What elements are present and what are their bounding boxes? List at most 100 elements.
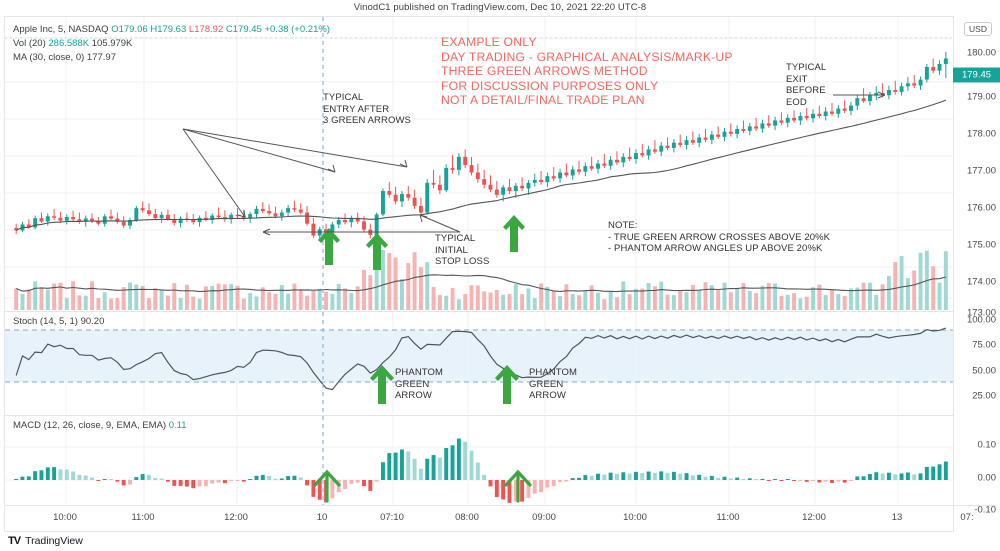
volume-bar bbox=[766, 283, 771, 310]
time-tick: 13 bbox=[891, 512, 903, 523]
macd-bar bbox=[570, 478, 575, 480]
candle-body bbox=[482, 179, 487, 185]
macd-bar bbox=[823, 480, 828, 482]
price-gridlines bbox=[5, 17, 954, 310]
volume-bar bbox=[115, 297, 120, 310]
candle-body bbox=[855, 98, 860, 106]
candle-body bbox=[874, 92, 879, 96]
macd-bar bbox=[886, 472, 891, 480]
stoch-gridlines bbox=[65, 312, 899, 414]
candle-body bbox=[849, 105, 853, 111]
macd-bar bbox=[798, 480, 803, 481]
macd-bar bbox=[210, 480, 215, 484]
candle-body bbox=[804, 116, 809, 119]
macd-bar bbox=[539, 480, 544, 493]
volume-bar bbox=[324, 291, 329, 310]
candle-body bbox=[159, 214, 164, 219]
candle-body bbox=[406, 194, 411, 198]
macd-bar bbox=[172, 480, 177, 486]
volume-bar bbox=[804, 296, 809, 310]
volume-bar bbox=[905, 278, 910, 310]
candle-body bbox=[109, 216, 113, 219]
candle-body bbox=[615, 159, 619, 163]
volume-bar bbox=[165, 295, 170, 310]
entry-leader-b bbox=[182, 128, 408, 168]
macd-bar bbox=[551, 480, 556, 487]
candle-body bbox=[899, 86, 904, 92]
candle-body bbox=[659, 145, 664, 152]
volume-bar bbox=[849, 288, 853, 310]
macd-bar bbox=[343, 480, 347, 490]
macd-bar bbox=[425, 458, 430, 480]
macd-bar bbox=[747, 478, 752, 480]
volume-bar bbox=[501, 294, 506, 310]
candle-body bbox=[905, 83, 910, 87]
volume-bar bbox=[83, 295, 88, 310]
candle-body bbox=[260, 208, 265, 212]
price-tick: 173.00 bbox=[966, 307, 996, 319]
macd-bar bbox=[109, 479, 113, 480]
price-pane[interactable] bbox=[5, 17, 954, 310]
price-svg bbox=[5, 17, 954, 310]
candle-body bbox=[728, 131, 733, 134]
macd-bar bbox=[381, 462, 385, 480]
price-tick: 174.00 bbox=[966, 276, 996, 288]
volume-bar bbox=[431, 286, 436, 310]
volume-bar bbox=[640, 288, 645, 310]
macd-bar bbox=[741, 479, 746, 480]
candle-body bbox=[583, 166, 588, 172]
macd-bar bbox=[526, 480, 531, 499]
macd-bar bbox=[564, 480, 569, 482]
volume-bar bbox=[615, 297, 619, 310]
candle-body bbox=[640, 153, 645, 156]
macd-bar bbox=[197, 480, 202, 487]
macd-bar bbox=[399, 449, 404, 480]
volume-bar bbox=[678, 290, 683, 310]
candle-body bbox=[646, 149, 651, 156]
volume-bar bbox=[520, 294, 525, 310]
footer-logo[interactable]: TV TradingView bbox=[8, 535, 83, 547]
macd-bar bbox=[317, 480, 322, 500]
macd-pane[interactable] bbox=[5, 415, 954, 505]
macd-bar bbox=[191, 480, 196, 489]
volume-bar bbox=[488, 292, 493, 310]
volume-bar bbox=[64, 297, 69, 310]
candle-body bbox=[381, 191, 385, 215]
macd-bar bbox=[842, 480, 847, 483]
volume-bar bbox=[621, 281, 626, 310]
macd-bar bbox=[229, 480, 234, 482]
green-arrow-1 bbox=[318, 228, 340, 265]
currency-badge[interactable]: USD bbox=[964, 22, 992, 36]
volume-bar bbox=[102, 292, 107, 310]
disclaimer-annotation: EXAMPLE ONLY DAY TRADING - GRAPHICAL ANA… bbox=[441, 35, 733, 108]
candle-body bbox=[305, 212, 310, 224]
macd-bar bbox=[469, 450, 474, 480]
stochastic-pane[interactable] bbox=[5, 311, 954, 414]
candle-body bbox=[102, 216, 107, 224]
macd-bar bbox=[134, 477, 139, 480]
candle-body bbox=[134, 208, 139, 220]
entry-leader-c bbox=[182, 128, 246, 218]
volume-bar bbox=[279, 284, 284, 310]
volume-bar bbox=[71, 281, 76, 310]
candle-body bbox=[918, 79, 923, 86]
time-axis[interactable]: 10:00 11:00 12:00 10 07:10 08:00 09:00 10:00 11:… bbox=[4, 505, 996, 531]
volume-bar bbox=[596, 292, 600, 310]
candle-body bbox=[267, 211, 272, 214]
price-axis[interactable]: USD 180.00 179.00 178.00 177.00 176.00 175.00… bbox=[953, 16, 1000, 532]
candle-body bbox=[513, 185, 518, 192]
candle-body bbox=[697, 137, 702, 143]
stoch-legend-value: 90.20 bbox=[80, 316, 105, 327]
candle-body bbox=[178, 218, 183, 223]
macd-bar bbox=[77, 474, 82, 480]
entry-arrowhead-c bbox=[237, 209, 246, 218]
volume-bar bbox=[77, 295, 82, 310]
volume-bar bbox=[184, 284, 189, 310]
macd-bar bbox=[273, 478, 278, 480]
volume-bar bbox=[172, 283, 177, 310]
volume-bar bbox=[39, 287, 44, 310]
macd-bar bbox=[267, 475, 272, 480]
candle-body bbox=[298, 209, 303, 213]
candle-body bbox=[235, 214, 240, 217]
candle-body bbox=[602, 163, 607, 166]
